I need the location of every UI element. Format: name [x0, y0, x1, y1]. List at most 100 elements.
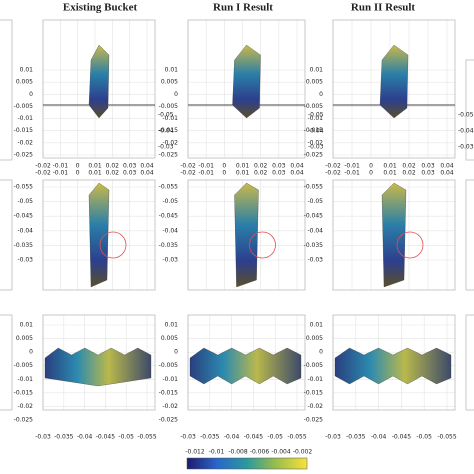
y2-tick-label: -0.05 — [158, 112, 174, 119]
x-tick-label: -0.04 — [77, 434, 93, 441]
x-tick-label: -0.02 — [180, 163, 196, 170]
y-tick-label: -0.035 — [14, 242, 34, 249]
edge-panel — [0, 19, 13, 161]
x-tick-label: -0.045 — [392, 434, 412, 441]
reference-circle — [396, 231, 424, 259]
y-tick-label: -0.015 — [159, 389, 179, 396]
edge-panel — [0, 314, 13, 411]
colorbar-tick-label: -0.002 — [293, 449, 313, 456]
x-tick-label: 0.01 — [236, 163, 250, 170]
edge-panel — [465, 179, 474, 291]
x-tick-label: -0.045 — [244, 434, 264, 441]
surface — [88, 44, 110, 119]
surface — [189, 347, 302, 385]
x-tick-label: 0.03 — [272, 170, 286, 177]
y-tick-label: -0.045 — [304, 213, 324, 220]
x-tick-label: -0.02 — [35, 170, 51, 177]
panel-frame — [187, 179, 306, 291]
x-tick-label: 0.03 — [421, 170, 435, 177]
y-tick-label: 0.005 — [306, 79, 323, 86]
y-tick-label: -0.01 — [162, 115, 178, 122]
y-tick-label: -0.015 — [304, 389, 324, 396]
y-tick-label: -0.025 — [159, 417, 179, 424]
x-tick-label: 0.01 — [236, 170, 250, 177]
y-tick-label: -0.03 — [17, 257, 33, 264]
y-tick-label: -0.045 — [159, 213, 179, 220]
y-tick-label: -0.045 — [14, 213, 34, 220]
y2-tick-label: -0.03 — [308, 144, 324, 151]
x-tick-label: -0.01 — [198, 163, 214, 170]
x-tick-label: -0.03 — [325, 434, 341, 441]
y-tick-label: 0.005 — [16, 335, 33, 342]
x-tick-label: 0 — [222, 170, 226, 177]
y-tick-label: -0.02 — [17, 139, 33, 146]
x-tick-label: -0.055 — [287, 434, 307, 441]
y-tick-label: 0.01 — [165, 67, 179, 74]
y2-tick-label: -0.04 — [458, 128, 474, 135]
y2-tick-label: -0.04 — [308, 128, 324, 135]
y-tick-label: -0.035 — [159, 242, 179, 249]
x-tick-label: -0.04 — [224, 434, 240, 441]
y-tick-label: 0.005 — [161, 79, 178, 86]
x-tick-label: 0.03 — [123, 163, 137, 170]
y2-tick-label: -0.05 — [458, 112, 474, 119]
x-tick-label: -0.02 — [35, 163, 51, 170]
y-tick-label: -0.01 — [307, 376, 323, 383]
y-tick-label: -0.05 — [162, 198, 178, 205]
y-tick-label: -0.015 — [14, 127, 34, 134]
panel-frame — [42, 314, 156, 411]
edge-panel — [0, 179, 13, 291]
x-tick-label: -0.05 — [118, 434, 134, 441]
x-tick-label: 0.03 — [272, 163, 286, 170]
panel-frame — [42, 19, 156, 159]
panel-frame — [332, 314, 456, 411]
y-tick-label: -0.035 — [304, 242, 324, 249]
x-tick-label: -0.02 — [325, 163, 341, 170]
surface — [88, 182, 110, 288]
x-tick-label: 0.04 — [290, 170, 304, 177]
reference-circle — [249, 231, 276, 259]
y-tick-label: -0.03 — [307, 257, 323, 264]
y-tick-label: 0.01 — [310, 67, 324, 74]
x-tick-label: -0.03 — [35, 434, 51, 441]
y2-tick-label: -0.03 — [158, 144, 174, 151]
y-tick-label: -0.04 — [307, 227, 323, 234]
y-tick-label: -0.025 — [14, 417, 34, 424]
y-tick-label: -0.02 — [307, 403, 323, 410]
y2-tick-label: -0.05 — [308, 112, 324, 119]
y-tick-label: -0.04 — [162, 227, 178, 234]
x-tick-label: -0.035 — [346, 434, 366, 441]
x-tick-label: -0.01 — [198, 170, 214, 177]
y-tick-label: 0.01 — [165, 322, 179, 329]
x-tick-label: -0.055 — [137, 434, 157, 441]
y-tick-label: -0.005 — [14, 103, 34, 110]
y-tick-label: -0.055 — [304, 184, 324, 191]
x-tick-label: 0.01 — [383, 163, 397, 170]
y-tick-label: -0.005 — [159, 362, 179, 369]
y-tick-label: 0 — [319, 91, 323, 98]
colorbar-tick-label: -0.004 — [271, 449, 291, 456]
y-tick-label: -0.02 — [162, 139, 178, 146]
y-tick-label: -0.055 — [14, 184, 34, 191]
column-title: Run II Result — [351, 2, 416, 14]
x-tick-label: 0.02 — [402, 170, 416, 177]
edge-panel — [465, 314, 474, 411]
y2-tick-label: -0.04 — [158, 128, 174, 135]
x-tick-label: 0.04 — [440, 163, 454, 170]
colorbar-tick-label: -0.01 — [209, 449, 225, 456]
y-tick-label: 0.01 — [20, 67, 34, 74]
y-tick-label: -0.01 — [17, 376, 33, 383]
panel-frame — [42, 179, 156, 291]
y-tick-label: 0 — [29, 349, 33, 356]
x-tick-label: 0.01 — [383, 170, 397, 177]
surface — [379, 44, 409, 119]
panel-frame — [332, 19, 456, 159]
x-tick-label: 0.02 — [254, 170, 268, 177]
x-tick-label: -0.01 — [53, 163, 69, 170]
y-tick-label: -0.005 — [14, 362, 34, 369]
y-tick-label: -0.015 — [159, 127, 179, 134]
y-tick-label: -0.025 — [304, 152, 324, 159]
y-tick-label: -0.055 — [159, 184, 179, 191]
y-tick-label: -0.05 — [17, 198, 33, 205]
